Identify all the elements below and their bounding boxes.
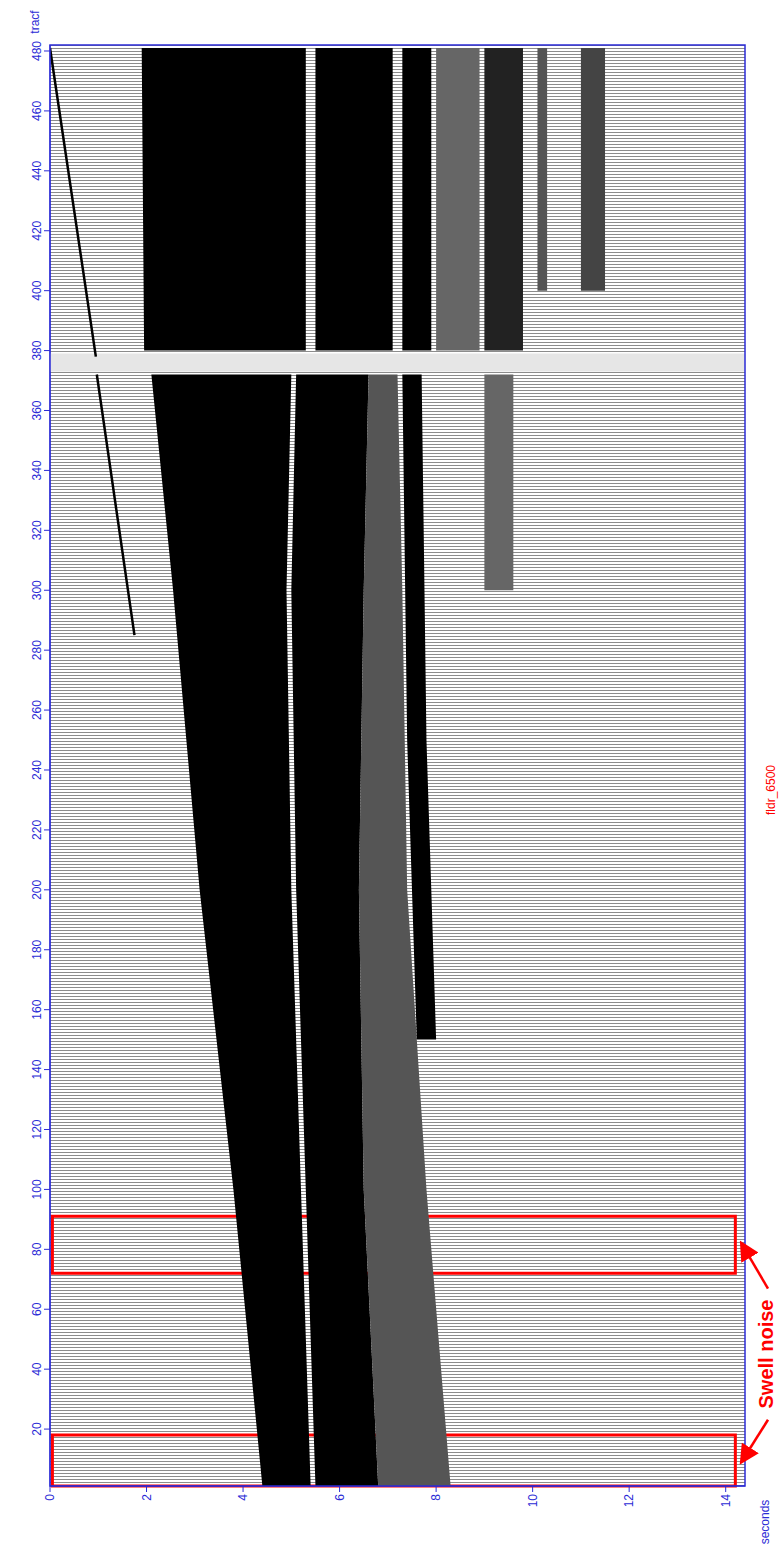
svg-text:460: 460 — [30, 101, 44, 121]
svg-text:220: 220 — [30, 820, 44, 840]
svg-text:340: 340 — [30, 460, 44, 480]
html-text:seconds: seconds — [758, 1499, 772, 1545]
svg-text:300: 300 — [30, 580, 44, 600]
svg-text:280: 280 — [30, 640, 44, 660]
svg-text:12: 12 — [622, 1494, 636, 1508]
svg-text:440: 440 — [30, 160, 44, 180]
svg-text:120: 120 — [30, 1119, 44, 1139]
svg-text:140: 140 — [30, 1059, 44, 1079]
svg-text:360: 360 — [30, 400, 44, 420]
html-text:Swell noise: Swell noise — [755, 1299, 777, 1409]
svg-text:20: 20 — [30, 1422, 44, 1436]
svg-text:0: 0 — [43, 1494, 57, 1501]
svg-text:480: 480 — [30, 41, 44, 61]
html-text:tracf: tracf — [28, 10, 42, 34]
svg-text:6: 6 — [333, 1494, 347, 1501]
svg-text:400: 400 — [30, 280, 44, 300]
svg-text:180: 180 — [30, 939, 44, 959]
svg-text:380: 380 — [30, 340, 44, 360]
svg-text:160: 160 — [30, 999, 44, 1019]
svg-text:10: 10 — [526, 1494, 540, 1508]
svg-text:240: 240 — [30, 760, 44, 780]
svg-text:2: 2 — [140, 1494, 154, 1501]
svg-text:14: 14 — [719, 1494, 733, 1508]
svg-text:60: 60 — [30, 1302, 44, 1316]
svg-text:200: 200 — [30, 879, 44, 899]
svg-text:4: 4 — [236, 1494, 250, 1501]
svg-text:8: 8 — [429, 1494, 443, 1501]
svg-text:420: 420 — [30, 220, 44, 240]
svg-text:320: 320 — [30, 520, 44, 540]
svg-text:40: 40 — [30, 1362, 44, 1376]
html-text:fldr_6500: fldr_6500 — [764, 765, 778, 815]
svg-text:80: 80 — [30, 1242, 44, 1256]
svg-text:260: 260 — [30, 700, 44, 720]
svg-text:100: 100 — [30, 1179, 44, 1199]
